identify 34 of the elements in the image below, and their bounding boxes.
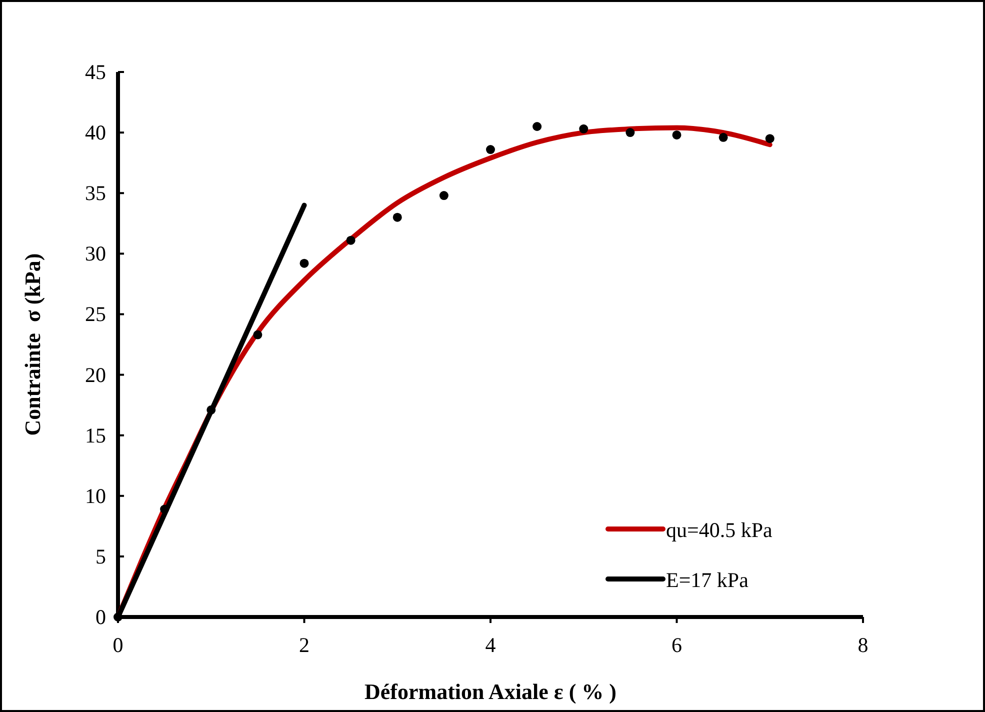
legend-label: E=17 kPa xyxy=(666,568,750,592)
x-tick-label: 0 xyxy=(112,633,124,657)
point xyxy=(160,504,170,514)
y-tick-label: 15 xyxy=(85,423,106,448)
y-tick-label: 5 xyxy=(96,544,106,568)
point xyxy=(672,130,682,140)
y-tick-label: 40 xyxy=(85,120,106,145)
point xyxy=(253,330,262,340)
point xyxy=(346,236,356,245)
x-tick-label: 8 xyxy=(858,633,868,657)
point xyxy=(392,212,402,222)
y-axis-title: Contrainte σ (kPa) xyxy=(20,253,45,436)
y-tick-label: 30 xyxy=(85,242,106,266)
point xyxy=(439,191,448,200)
point xyxy=(765,134,774,144)
point xyxy=(114,612,122,622)
x-axis-title: Déformation Axiale ε ( % ) xyxy=(364,679,616,704)
y-tick-label: 25 xyxy=(85,302,106,326)
legend-label: qu=40.5 kPa xyxy=(666,518,774,542)
point xyxy=(206,405,216,414)
x-tick-label: 4 xyxy=(485,633,496,657)
point xyxy=(579,124,588,134)
y-tick-label: 0 xyxy=(96,605,106,629)
point xyxy=(532,122,542,131)
point xyxy=(486,145,495,154)
y-tick-label: 45 xyxy=(85,60,106,84)
x-tick-label: 6 xyxy=(672,633,682,657)
point xyxy=(718,132,728,142)
y-tick-label: 20 xyxy=(85,362,106,387)
x-tick-label: 2 xyxy=(299,633,310,657)
y-tick-label: 10 xyxy=(85,484,106,508)
y-tick-label: 35 xyxy=(85,181,106,206)
point xyxy=(626,128,635,138)
point xyxy=(300,258,309,268)
